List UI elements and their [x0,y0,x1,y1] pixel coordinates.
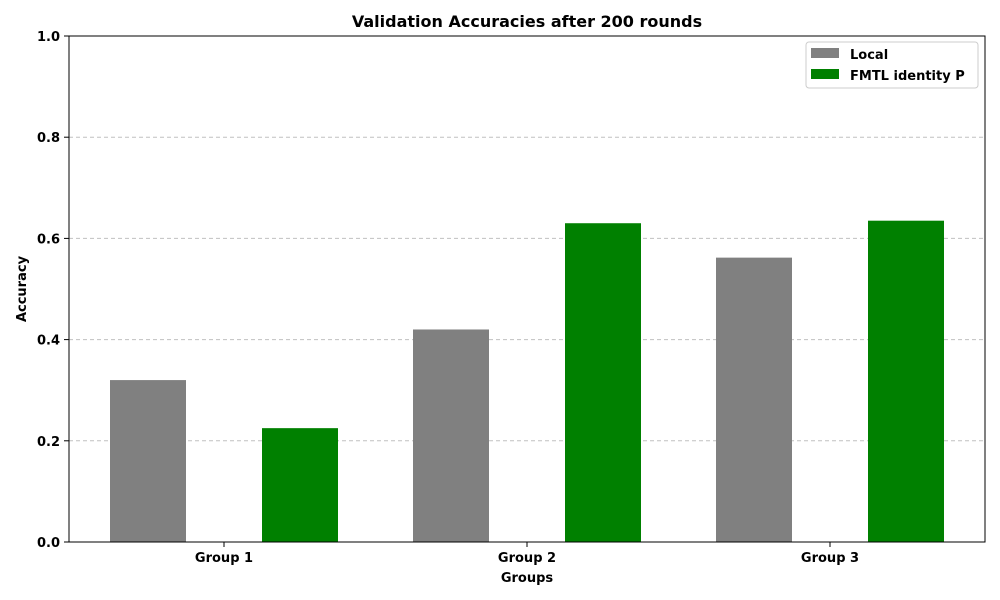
plot-frame [68,35,986,543]
bar-fmtl-identity-p-3 [868,220,944,542]
legend-box [805,41,979,89]
legend-label: Local [850,48,888,63]
x-tick-label: Group 2 [498,551,556,566]
legend-swatch [811,48,839,58]
y-tick-label: 1.0 [37,30,60,45]
bar-fmtl-identity-p-1 [262,428,338,542]
y-tick-label: 0.0 [37,536,60,551]
y-axis-label: Accuracy [15,255,30,322]
bars [110,220,944,542]
bar-local-2 [413,329,489,542]
bar-fmtl-identity-p-2 [565,223,641,542]
legend-label: FMTL identity P [850,69,965,84]
x-tick-label: Group 3 [801,551,859,566]
y-axis: 0.0 0.2 0.4 0.6 0.8 1.0 [37,30,69,551]
y-tick-label: 0.8 [37,131,60,146]
y-tick-label: 0.2 [37,435,60,450]
x-axis-label: Groups [501,571,554,586]
chart-title: Validation Accuracies after 200 rounds [352,12,702,31]
x-axis: Group 1 Group 2 Group 3 [195,542,859,566]
legend-swatch [811,69,839,79]
y-tick-label: 0.6 [37,232,60,247]
grid-lines [69,136,985,442]
legend: Local FMTL identity P [805,41,979,89]
bar-local-1 [110,380,186,542]
bar-local-3 [716,257,792,542]
y-tick-label: 0.4 [37,334,60,349]
x-tick-label: Group 1 [195,551,253,566]
